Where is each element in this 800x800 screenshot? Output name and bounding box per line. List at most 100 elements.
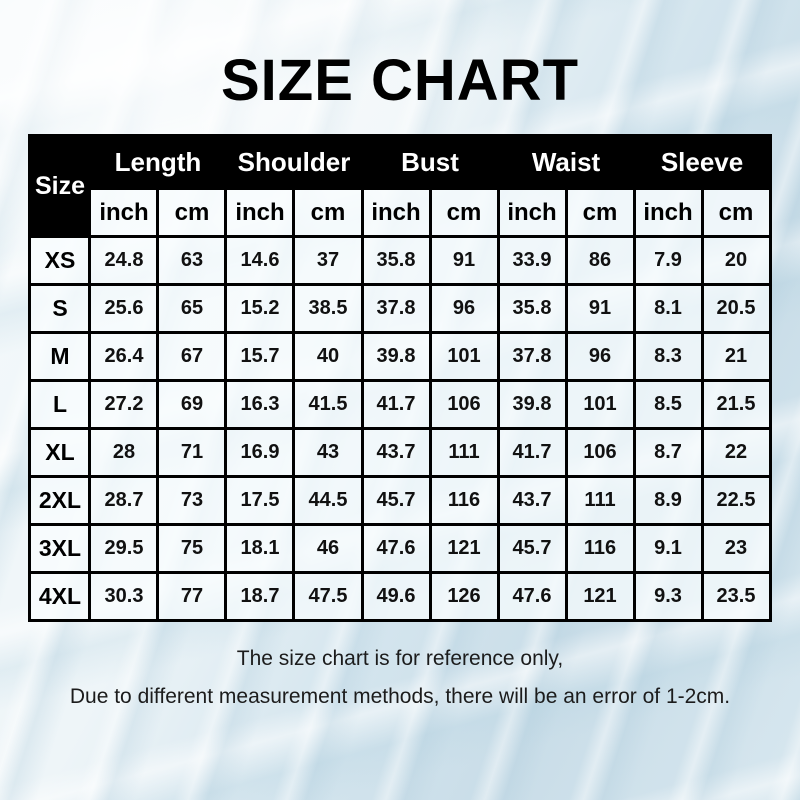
measurement-cell: 8.5 xyxy=(632,379,704,430)
measurement-cell: 37.8 xyxy=(496,331,568,382)
table-row: S 25.6 65 15.2 38.5 37.8 96 35.8 91 8.1 20.5 xyxy=(28,283,772,334)
measurement-cell: 43.7 xyxy=(496,475,568,526)
row-size-label: 4XL xyxy=(28,571,92,622)
measurement-cell: 96 xyxy=(564,331,636,382)
measurement-cell: 28.7 xyxy=(88,475,160,526)
row-size-label: XS xyxy=(28,235,92,286)
measurement-cell: 7.9 xyxy=(632,235,704,286)
measurement-cell: 96 xyxy=(428,283,500,334)
measurement-cell: 47.5 xyxy=(292,571,364,622)
measurement-cell: 37 xyxy=(292,235,364,286)
measurement-cell: 23 xyxy=(700,523,772,574)
measurement-cell: 47.6 xyxy=(360,523,432,574)
table-row: XL 28 71 16.9 43 43.7 111 41.7 106 8.7 22 xyxy=(28,427,772,478)
measurement-cell: 86 xyxy=(564,235,636,286)
unit-header-cm: cm xyxy=(292,187,364,238)
measurement-cell: 8.1 xyxy=(632,283,704,334)
table-row: XS 24.8 63 14.6 37 35.8 91 33.9 86 7.9 20 xyxy=(28,235,772,286)
measurement-cell: 15.2 xyxy=(224,283,296,334)
measurement-cell: 14.6 xyxy=(224,235,296,286)
measurement-cell: 69 xyxy=(156,379,228,430)
measurement-cell: 33.9 xyxy=(496,235,568,286)
measurement-cell: 27.2 xyxy=(88,379,160,430)
measurement-cell: 126 xyxy=(428,571,500,622)
measurement-cell: 41.7 xyxy=(360,379,432,430)
measurement-cell: 15.7 xyxy=(224,331,296,382)
measurement-cell: 63 xyxy=(156,235,228,286)
footer-line-1: The size chart is for reference only, xyxy=(236,647,564,670)
table-row: 4XL 30.3 77 18.7 47.5 49.6 126 47.6 121 9.3 23.5 xyxy=(28,571,772,622)
measurement-cell: 40 xyxy=(292,331,364,382)
measurement-cell: 75 xyxy=(156,523,228,574)
measurement-cell: 26.4 xyxy=(88,331,160,382)
unit-header-inch: inch xyxy=(496,187,568,238)
unit-header-inch: inch xyxy=(632,187,704,238)
group-header-row: Size Length Shoulder Bust Waist Sleeve xyxy=(28,134,772,238)
table-row: 3XL 29.5 75 18.1 46 47.6 121 45.7 116 9.1 23 xyxy=(28,523,772,574)
measurement-cell: 16.9 xyxy=(224,427,296,478)
measurement-cell: 39.8 xyxy=(360,331,432,382)
measurement-cell: 35.8 xyxy=(360,235,432,286)
measurement-cell: 8.3 xyxy=(632,331,704,382)
measurement-cell: 47.6 xyxy=(496,571,568,622)
measurement-cell: 20.5 xyxy=(700,283,772,334)
measurement-cell: 101 xyxy=(564,379,636,430)
measurement-cell: 91 xyxy=(428,235,500,286)
measurement-cell: 116 xyxy=(564,523,636,574)
measurement-cell: 121 xyxy=(564,571,636,622)
unit-header-inch: inch xyxy=(224,187,296,238)
group-header-shoulder: Shoulder xyxy=(224,134,364,190)
row-size-label: M xyxy=(28,331,92,382)
table-row: 2XL 28.7 73 17.5 44.5 45.7 116 43.7 111 8.9 22.5 xyxy=(28,475,772,526)
group-header-sleeve: Sleeve xyxy=(632,134,772,190)
measurement-cell: 28 xyxy=(88,427,160,478)
measurement-cell: 18.7 xyxy=(224,571,296,622)
measurement-cell: 91 xyxy=(564,283,636,334)
row-size-label: S xyxy=(28,283,92,334)
measurement-cell: 24.8 xyxy=(88,235,160,286)
measurement-cell: 41.5 xyxy=(292,379,364,430)
measurement-cell: 77 xyxy=(156,571,228,622)
measurement-cell: 111 xyxy=(564,475,636,526)
measurement-cell: 21.5 xyxy=(700,379,772,430)
measurement-cell: 8.9 xyxy=(632,475,704,526)
measurement-cell: 25.6 xyxy=(88,283,160,334)
row-size-label: L xyxy=(28,379,92,430)
measurement-cell: 22.5 xyxy=(700,475,772,526)
measurement-cell: 45.7 xyxy=(496,523,568,574)
measurement-cell: 67 xyxy=(156,331,228,382)
measurement-cell: 20 xyxy=(700,235,772,286)
measurement-cell: 43 xyxy=(292,427,364,478)
row-size-label: 2XL xyxy=(28,475,92,526)
unit-header-inch: inch xyxy=(360,187,432,238)
measurement-cell: 23.5 xyxy=(700,571,772,622)
measurement-cell: 65 xyxy=(156,283,228,334)
measurement-cell: 8.7 xyxy=(632,427,704,478)
measurement-cell: 71 xyxy=(156,427,228,478)
measurement-cell: 49.6 xyxy=(360,571,432,622)
measurement-cell: 39.8 xyxy=(496,379,568,430)
unit-header-cm: cm xyxy=(700,187,772,238)
measurement-cell: 101 xyxy=(428,331,500,382)
footer-line-2: Due to different measurement methods, th… xyxy=(69,685,731,709)
measurement-cell: 116 xyxy=(428,475,500,526)
measurement-cell: 106 xyxy=(564,427,636,478)
measurement-cell: 16.3 xyxy=(224,379,296,430)
row-size-label: XL xyxy=(28,427,92,478)
table-row: L 27.2 69 16.3 41.5 41.7 106 39.8 101 8.5 21.5 xyxy=(28,379,772,430)
measurement-cell: 121 xyxy=(428,523,500,574)
unit-header-cm: cm xyxy=(564,187,636,238)
measurement-cell: 30.3 xyxy=(88,571,160,622)
group-header-length: Length xyxy=(88,134,228,190)
measurement-cell: 18.1 xyxy=(224,523,296,574)
measurement-cell: 22 xyxy=(700,427,772,478)
footer-note: The size chart is for reference only, Du… xyxy=(0,646,800,709)
measurement-cell: 21 xyxy=(700,331,772,382)
measurement-cell: 29.5 xyxy=(88,523,160,574)
measurement-cell: 9.1 xyxy=(632,523,704,574)
table-body: XS 24.8 63 14.6 37 35.8 91 33.9 86 7.9 20 S 25.6 65 15… xyxy=(28,235,772,622)
group-header-bust: Bust xyxy=(360,134,500,190)
measurement-cell: 38.5 xyxy=(292,283,364,334)
measurement-cell: 106 xyxy=(428,379,500,430)
